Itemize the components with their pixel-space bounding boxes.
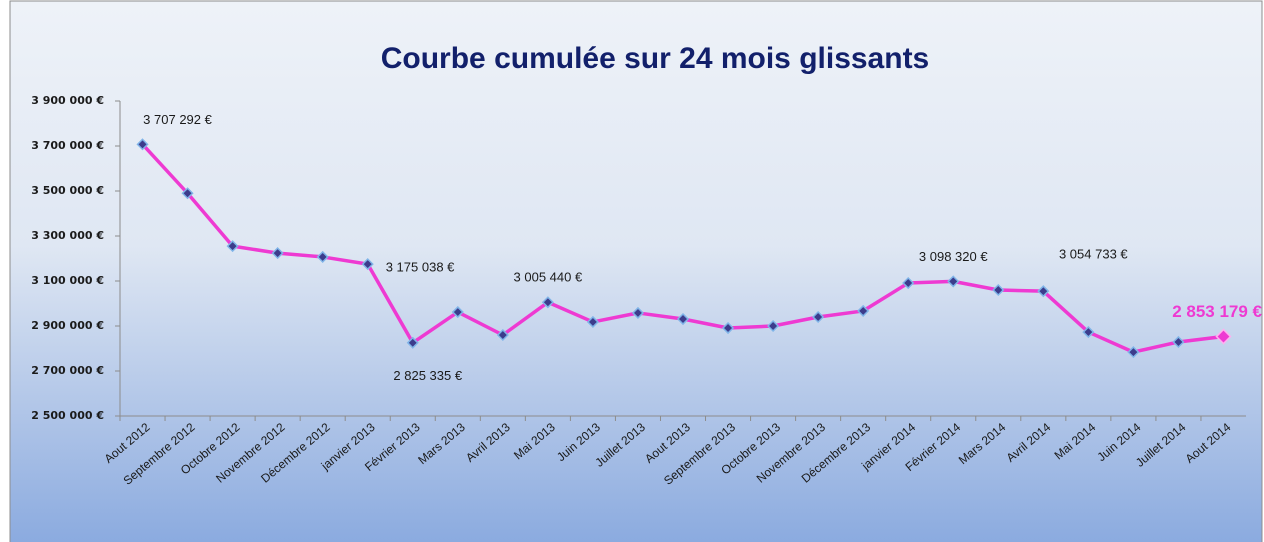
data-point (1127, 346, 1140, 359)
data-point (136, 138, 149, 151)
data-label: 3 707 292 € (143, 112, 212, 127)
data-label: 3 175 038 € (386, 260, 455, 275)
data-point (812, 310, 825, 324)
data-point (1215, 328, 1232, 345)
chart-area (9, 0, 1263, 542)
y-tick-label: 2 700 000 € (31, 364, 104, 377)
data-point (226, 240, 239, 253)
y-tick-label: 3 700 000 € (31, 139, 104, 152)
y-tick-label: 3 900 000 € (31, 94, 104, 107)
data-point (316, 250, 329, 263)
y-tick-label: 2 500 000 € (31, 409, 104, 422)
data-point (992, 283, 1005, 297)
data-label: 3 098 320 € (919, 249, 988, 264)
data-point (496, 328, 509, 342)
y-tick-label: 3 300 000 € (31, 229, 104, 242)
data-point (1082, 326, 1095, 339)
data-point (947, 275, 960, 288)
chart-title: Courbe cumulée sur 24 mois glissants (381, 42, 930, 75)
data-label: 2 825 335 € (393, 368, 462, 383)
data-label: 3 054 733 € (1059, 247, 1128, 262)
data-point (451, 305, 464, 319)
data-point (857, 304, 870, 317)
data-point (721, 321, 735, 335)
y-tick-label: 2 900 000 € (31, 319, 104, 332)
data-point (1037, 285, 1050, 298)
y-tick-label: 3 100 000 € (31, 274, 104, 287)
data-point (676, 312, 690, 326)
data-point (271, 247, 284, 260)
data-point (1172, 335, 1185, 349)
data-label: 3 005 440 € (514, 270, 583, 285)
y-tick-label: 3 500 000 € (31, 184, 104, 197)
data-point (586, 315, 599, 329)
data-point (541, 296, 554, 309)
data-point (361, 258, 374, 271)
data-point (902, 276, 915, 290)
data-point (181, 187, 194, 200)
data-label: 2 853 179 € (1172, 302, 1262, 321)
data-point (406, 336, 419, 349)
data-point (631, 306, 645, 320)
data-point (767, 319, 780, 333)
